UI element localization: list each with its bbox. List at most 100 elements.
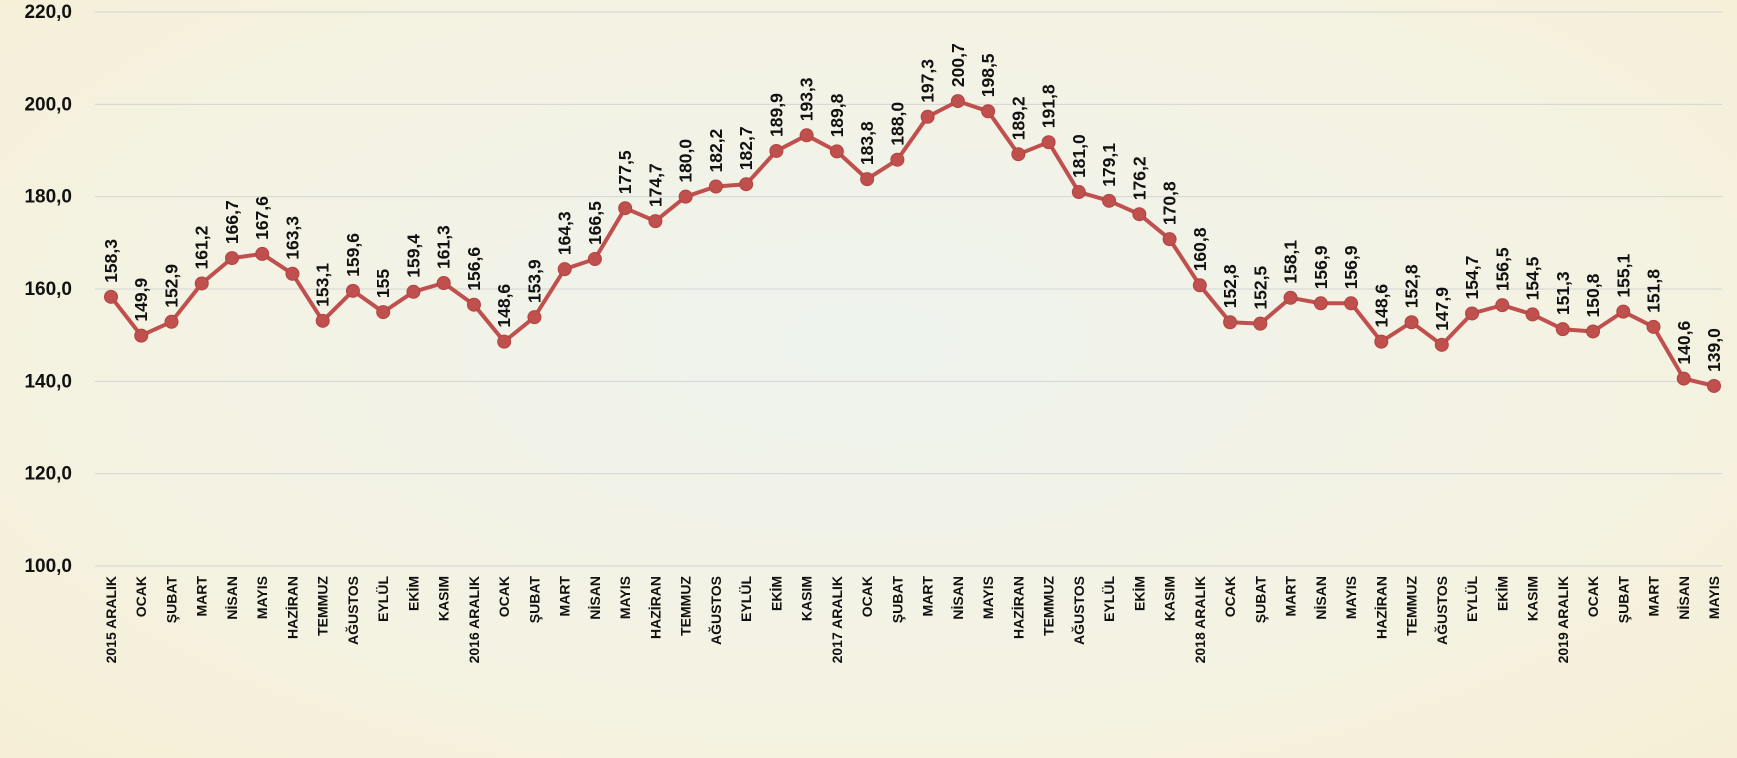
x-tick-label: OCAK xyxy=(133,576,149,617)
data-label: 156,6 xyxy=(464,247,484,291)
data-point xyxy=(1192,278,1207,293)
data-point xyxy=(1041,135,1056,150)
data-label: 151,8 xyxy=(1644,269,1664,313)
data-point xyxy=(466,297,481,312)
data-point xyxy=(376,305,391,320)
data-point xyxy=(1374,334,1389,349)
data-point xyxy=(1616,304,1631,319)
x-tick-label: MART xyxy=(194,576,210,617)
data-point xyxy=(1707,378,1721,393)
data-label: 163,3 xyxy=(282,216,302,260)
x-tick-label: 2018 ARALIK xyxy=(1192,576,1208,663)
x-tick-label: OCAK xyxy=(496,576,512,617)
data-label: 189,8 xyxy=(827,93,847,137)
x-tick-label: ŞUBAT xyxy=(889,576,905,624)
data-point xyxy=(285,266,300,281)
y-tick-label: 140,0 xyxy=(24,371,72,392)
data-label: 197,3 xyxy=(918,59,938,103)
data-label: 188,0 xyxy=(887,102,907,146)
y-tick-label: 100,0 xyxy=(24,556,72,577)
x-tick-label: ŞUBAT xyxy=(1615,576,1631,624)
data-label: 154,7 xyxy=(1462,256,1482,300)
data-point xyxy=(890,152,905,167)
data-label: 156,9 xyxy=(1341,245,1361,289)
data-point xyxy=(1465,306,1480,321)
data-point xyxy=(860,172,875,187)
x-tick-label: EKİM xyxy=(1494,576,1510,611)
data-point xyxy=(194,276,209,291)
x-tick-label: TEMMUZ xyxy=(1041,576,1057,636)
y-tick-label: 180,0 xyxy=(24,187,72,208)
data-label: 148,6 xyxy=(494,284,514,328)
data-point xyxy=(1071,185,1086,200)
x-tick-label: MAYIS xyxy=(980,576,996,619)
data-point xyxy=(1676,371,1691,386)
data-label: 153,9 xyxy=(524,259,544,303)
data-point xyxy=(104,289,118,304)
data-label: 156,9 xyxy=(1311,245,1331,289)
x-tick-label: EKİM xyxy=(405,576,421,611)
x-tick-label: HAZİRAN xyxy=(647,576,663,639)
data-point xyxy=(1646,319,1661,334)
data-label: 181,0 xyxy=(1069,134,1089,178)
data-point xyxy=(224,251,239,266)
x-tick-label: KASIM xyxy=(1162,576,1178,621)
x-tick-label: NİSAN xyxy=(224,576,240,620)
x-tick-label: ŞUBAT xyxy=(1252,576,1268,624)
data-point xyxy=(1495,298,1510,313)
data-point xyxy=(799,128,814,143)
data-label: 167,6 xyxy=(252,196,272,240)
data-label: 155,1 xyxy=(1613,254,1633,298)
data-label: 147,9 xyxy=(1432,287,1452,331)
data-point xyxy=(1132,207,1147,222)
data-label: 176,2 xyxy=(1129,156,1149,200)
data-label: 150,8 xyxy=(1583,273,1603,317)
data-point xyxy=(618,201,633,216)
x-tick-label: TEMMUZ xyxy=(1404,576,1420,636)
x-tick-label: MAYIS xyxy=(1706,576,1722,619)
data-label: 159,4 xyxy=(403,234,423,278)
data-point xyxy=(497,334,512,349)
data-label: 159,6 xyxy=(343,233,363,277)
data-point xyxy=(255,246,270,261)
data-point xyxy=(1586,324,1601,339)
data-label: 139,0 xyxy=(1704,328,1724,372)
y-tick-label: 160,0 xyxy=(24,279,72,300)
x-tick-label: EKİM xyxy=(768,576,784,611)
data-label: 152,8 xyxy=(1220,264,1240,308)
data-point xyxy=(315,313,330,328)
y-tick-label: 200,0 xyxy=(24,94,72,115)
x-tick-label: ŞUBAT xyxy=(526,576,542,624)
data-label: 155 xyxy=(373,269,393,298)
x-tick-label: TEMMUZ xyxy=(678,576,694,636)
data-label: 148,6 xyxy=(1371,284,1391,328)
data-point xyxy=(587,251,602,266)
data-point xyxy=(1283,290,1298,305)
data-point xyxy=(134,328,149,343)
data-label: 166,7 xyxy=(222,200,242,244)
data-label: 180,0 xyxy=(676,139,696,183)
x-tick-label: OCAK xyxy=(859,576,875,617)
x-tick-label: EYLÜL xyxy=(375,576,391,622)
data-label: 161,2 xyxy=(192,225,212,269)
data-label: 156,5 xyxy=(1492,247,1512,291)
data-point xyxy=(1525,307,1540,322)
data-label: 140,6 xyxy=(1674,321,1694,365)
x-tick-label: MART xyxy=(1283,576,1299,617)
x-tick-label: KASIM xyxy=(1525,576,1541,621)
x-tick-label: 2017 ARALIK xyxy=(829,576,845,663)
x-tick-label: NİSAN xyxy=(1676,576,1692,620)
data-point xyxy=(345,283,360,298)
data-label: 193,3 xyxy=(797,77,817,121)
y-axis: 100,0 120,0 140,0 160,0 180,0 200,0 220,0 xyxy=(24,2,72,577)
data-label: 189,9 xyxy=(766,93,786,137)
x-tick-label: MAYIS xyxy=(617,576,633,619)
data-label: 153,1 xyxy=(313,263,333,307)
data-point xyxy=(739,177,754,192)
x-tick-label: 2019 ARALIK xyxy=(1555,576,1571,663)
x-tick-label: EYLÜL xyxy=(1464,576,1480,622)
data-point xyxy=(1404,315,1419,330)
gridlines xyxy=(95,11,1722,567)
x-tick-label: ŞUBAT xyxy=(163,576,179,624)
